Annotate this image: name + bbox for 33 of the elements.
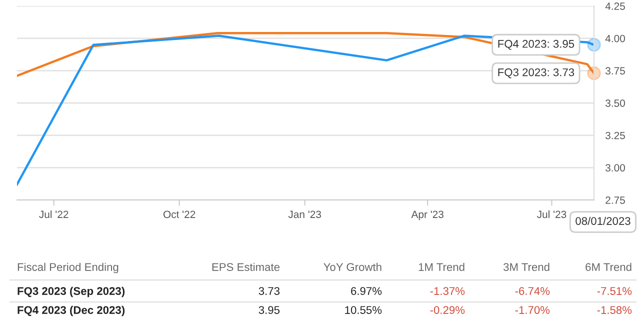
y-tick-label: 4.25 bbox=[605, 2, 625, 10]
x-tick-label: Jul '23 bbox=[536, 210, 566, 218]
text: 08/01/2023 bbox=[576, 216, 630, 225]
text: -1.37% bbox=[430, 287, 465, 295]
text: FQ4 2023 (Dec 2023) bbox=[18, 306, 125, 316]
text: EPS Estimate bbox=[212, 262, 280, 271]
text: FQ3 2023 (Sep 2023) bbox=[18, 286, 125, 298]
x-tick-label: Oct '22 bbox=[163, 210, 196, 218]
text: Fiscal Period Ending bbox=[18, 262, 118, 274]
text: -0.29% bbox=[430, 306, 465, 314]
annotation: FQ4 2023: 3.95 bbox=[498, 40, 574, 50]
text: -1.58% bbox=[597, 306, 632, 314]
y-tick-label: 3.25 bbox=[606, 132, 625, 140]
x-tick-label: Apr '23 bbox=[411, 210, 444, 220]
y-tick-label: 3.75 bbox=[606, 67, 625, 75]
text: -6.74% bbox=[515, 287, 550, 295]
annotation: FQ3 2023: 3.73 bbox=[498, 68, 574, 78]
y-tick-label: 4.00 bbox=[605, 34, 625, 42]
text: 6.97% bbox=[351, 287, 382, 295]
text: -1.70% bbox=[515, 306, 550, 314]
y-tick-label: 3.00 bbox=[606, 164, 625, 172]
y-tick-label: 3.50 bbox=[606, 100, 625, 107]
text: 3.73 bbox=[258, 287, 280, 295]
x-tick-label: Jul '22 bbox=[39, 210, 68, 218]
text: 10.55% bbox=[345, 306, 382, 314]
y-tick-label: 2.75 bbox=[606, 196, 625, 204]
text: 3M Trend bbox=[503, 262, 550, 271]
text: 6M Trend bbox=[586, 262, 632, 271]
text: YoY Growth bbox=[324, 262, 382, 271]
text: -7.51% bbox=[597, 287, 632, 295]
text: 1M Trend bbox=[418, 262, 464, 271]
x-tick-label: Jan '23 bbox=[288, 210, 321, 218]
text: 3.95 bbox=[258, 306, 280, 314]
